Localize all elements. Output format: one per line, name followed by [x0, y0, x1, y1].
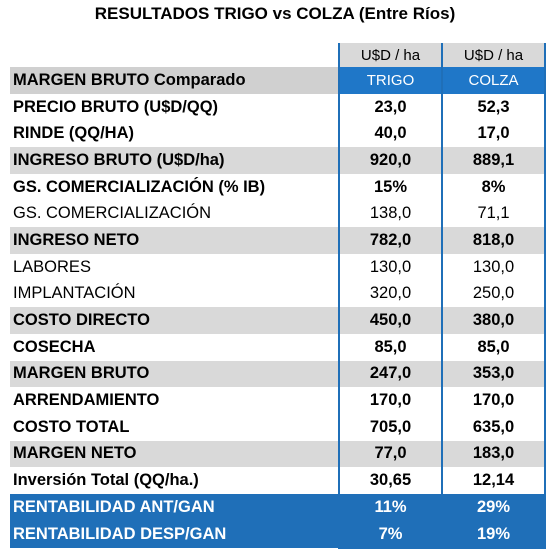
table-row: COSTO DIRECTO 450,0 380,0	[10, 307, 546, 334]
column-cell: TRIGO	[338, 67, 443, 94]
row-label: COSECHA	[13, 337, 96, 356]
row-label: RINDE (QQ/HA)	[13, 124, 134, 143]
value-cell: 40,0	[338, 120, 443, 148]
title: RESULTADOS TRIGO vs COLZA (Entre Ríos)	[94, 4, 456, 23]
table-row: IMPLANTACIÓN 320,0 250,0	[10, 280, 546, 308]
value-cell: 250,0	[441, 280, 546, 308]
header-cell: U$D / ha	[441, 43, 546, 67]
row-label: MARGEN NETO	[10, 440, 339, 468]
value-cell: 85,0	[338, 333, 443, 361]
column-row: MARGEN BRUTO Comparado TRIGO COLZA	[10, 67, 546, 94]
table-row: RENTABILIDAD ANT/GAN 11% 29%	[10, 494, 546, 521]
row-label: PRECIO BRUTO (U$D/QQ)	[13, 97, 219, 116]
table-row: COSECHA 85,0 85,0	[10, 333, 546, 361]
value-cell: 138,0	[338, 200, 443, 228]
value-cell: 11%	[338, 494, 443, 521]
column-cell: MARGEN BRUTO Comparado	[10, 67, 339, 94]
value-cell: 130,0	[441, 253, 546, 281]
table-row: PRECIO BRUTO (U$D/QQ) 23,0 52,3	[10, 93, 546, 121]
table-row: GS. COMERCIALIZACIÓN (% IB) 15% 8%	[10, 173, 546, 201]
table-row: GS. COMERCIALIZACIÓN 138,0 71,1	[10, 200, 546, 228]
table-row: Inversión Total (QQ/ha.) 30,65 12,14	[10, 467, 546, 494]
table-row: MARGEN BRUTO 247,0 353,0	[10, 360, 546, 388]
table-row: MARGEN NETO 77,0 183,0	[10, 440, 546, 468]
value-cell: 30,65	[338, 467, 443, 494]
value-cell: 782,0	[338, 227, 443, 254]
header-cell: U$D / ha	[338, 43, 443, 67]
value-cell: 635,0	[441, 413, 546, 441]
row-label: INGRESO BRUTO (U$D/ha)	[10, 147, 339, 174]
table-row: RINDE (QQ/HA) 40,0 17,0	[10, 120, 546, 148]
value-cell: 920,0	[338, 147, 443, 174]
table-row: INGRESO BRUTO (U$D/ha) 920,0 889,1	[10, 147, 546, 174]
row-label: GS. COMERCIALIZACIÓN (% IB)	[13, 177, 266, 196]
results-table: U$D / ha U$D / ha MARGEN BRUTO Comparado…	[10, 43, 546, 550]
value-cell: 19%	[441, 520, 546, 550]
row-label: COSTO DIRECTO	[10, 307, 339, 334]
row-label: COSTO TOTAL	[13, 417, 130, 436]
value-cell: 85,0	[441, 333, 546, 361]
row-label: ARRENDAMIENTO	[13, 391, 160, 410]
value-cell: 705,0	[338, 413, 443, 441]
value-cell: 353,0	[441, 360, 546, 388]
column-cell: COLZA	[441, 67, 546, 94]
value-cell: 130,0	[338, 253, 443, 281]
table-row: ARRENDAMIENTO 170,0 170,0	[10, 387, 546, 414]
value-cell: 17,0	[441, 120, 546, 148]
row-label: RENTABILIDAD ANT/GAN	[10, 494, 339, 521]
table-row: RENTABILIDAD DESP/GAN 7% 19%	[10, 520, 546, 550]
table-row: LABORES 130,0 130,0	[10, 253, 546, 281]
value-cell: 15%	[338, 173, 443, 201]
value-cell: 183,0	[441, 440, 546, 468]
header-row: U$D / ha U$D / ha	[10, 43, 546, 67]
value-cell: 8%	[441, 173, 546, 201]
value-cell: 320,0	[338, 280, 443, 308]
value-cell: 71,1	[441, 200, 546, 228]
value-cell: 170,0	[441, 387, 546, 414]
value-cell: 7%	[338, 520, 443, 550]
table-row: COSTO TOTAL 705,0 635,0	[10, 413, 546, 441]
value-cell: 247,0	[338, 360, 443, 388]
value-cell: 77,0	[338, 440, 443, 468]
row-label: Inversión Total (QQ/ha.)	[13, 471, 199, 490]
value-cell: 450,0	[338, 307, 443, 334]
value-cell: 12,14	[441, 467, 546, 494]
value-cell: 52,3	[441, 93, 546, 121]
row-label: LABORES	[13, 257, 91, 276]
table-body: U$D / ha U$D / ha MARGEN BRUTO Comparado…	[10, 43, 546, 550]
value-cell: 23,0	[338, 93, 443, 121]
value-cell: 170,0	[338, 387, 443, 414]
value-cell: 29%	[441, 494, 546, 521]
row-label: MARGEN BRUTO	[10, 360, 339, 388]
row-label: GS. COMERCIALIZACIÓN	[13, 204, 212, 223]
row-label: RENTABILIDAD DESP/GAN	[10, 520, 339, 549]
value-cell: 380,0	[441, 307, 546, 334]
empty-cell	[10, 43, 339, 67]
value-cell: 818,0	[441, 227, 546, 254]
table-row: INGRESO NETO 782,0 818,0	[10, 227, 546, 254]
row-label: INGRESO NETO	[10, 227, 339, 254]
value-cell: 889,1	[441, 147, 546, 174]
row-label: IMPLANTACIÓN	[13, 284, 136, 303]
